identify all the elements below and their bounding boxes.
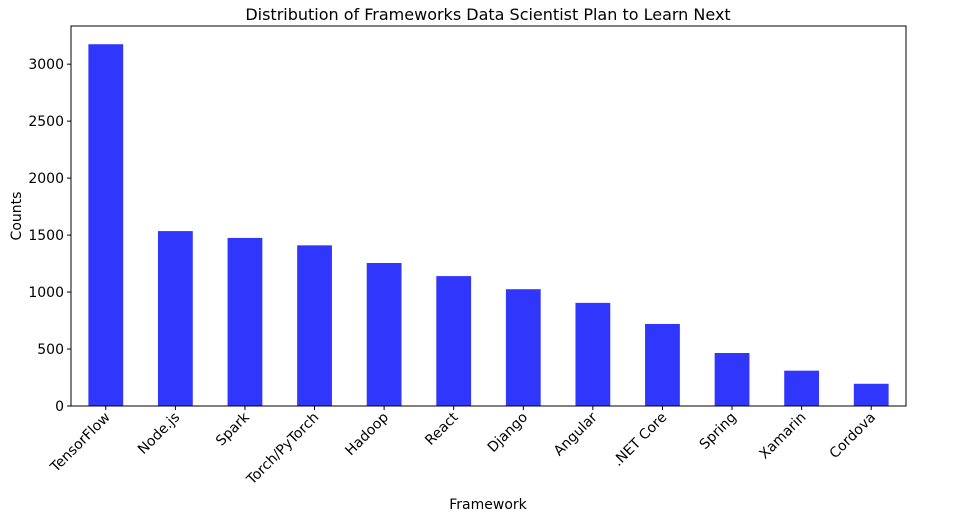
- x-tick-label-7: Angular: [551, 409, 601, 459]
- bars-group: [88, 44, 889, 406]
- bar-5: [436, 276, 472, 406]
- y-tick-label-2: 1000: [28, 285, 64, 301]
- x-tick-label-8: .NET Core: [610, 410, 670, 470]
- bar-7: [575, 302, 611, 406]
- bar-1: [157, 231, 193, 406]
- plot-frame: [70, 25, 907, 407]
- y-tick-label-6: 3000: [28, 57, 64, 73]
- x-tick-label-6: Django: [485, 410, 531, 456]
- bar-0: [88, 44, 124, 406]
- y-tick-label-0: 0: [55, 399, 64, 415]
- bar-10: [784, 370, 820, 406]
- y-tick-label-5: 2500: [28, 114, 64, 130]
- y-axis-label: Counts: [9, 192, 25, 241]
- bar-6: [505, 289, 541, 406]
- x-tick-label-3: Torch/PyTorch: [243, 410, 322, 489]
- y-tick-label-3: 1500: [28, 228, 64, 244]
- x-tick-label-5: React: [422, 409, 462, 449]
- x-tick-label-9: Spring: [697, 410, 740, 453]
- bar-2: [227, 237, 263, 406]
- x-tick-label-4: Hadoop: [342, 409, 392, 459]
- x-axis-label: Framework: [449, 497, 527, 513]
- bar-11: [853, 383, 889, 406]
- x-tick-label-1: Node.js: [135, 410, 183, 458]
- y-axis: 0 500 1000 1500 2000 2500 3000: [28, 57, 71, 415]
- x-tick-label-10: Xamarin: [756, 410, 809, 463]
- x-tick-label-0: TensorFlow: [47, 410, 114, 477]
- x-tick-label-2: Spark: [213, 409, 253, 449]
- bar-8: [645, 323, 680, 406]
- bar-4: [366, 263, 402, 406]
- bar-9: [714, 353, 750, 406]
- x-tick-label-11: Cordova: [827, 410, 879, 462]
- bar-3: [297, 245, 332, 406]
- y-tick-label-4: 2000: [28, 171, 64, 187]
- y-tick-label-1: 500: [37, 342, 64, 358]
- chart-title: Distribution of Frameworks Data Scientis…: [245, 5, 730, 24]
